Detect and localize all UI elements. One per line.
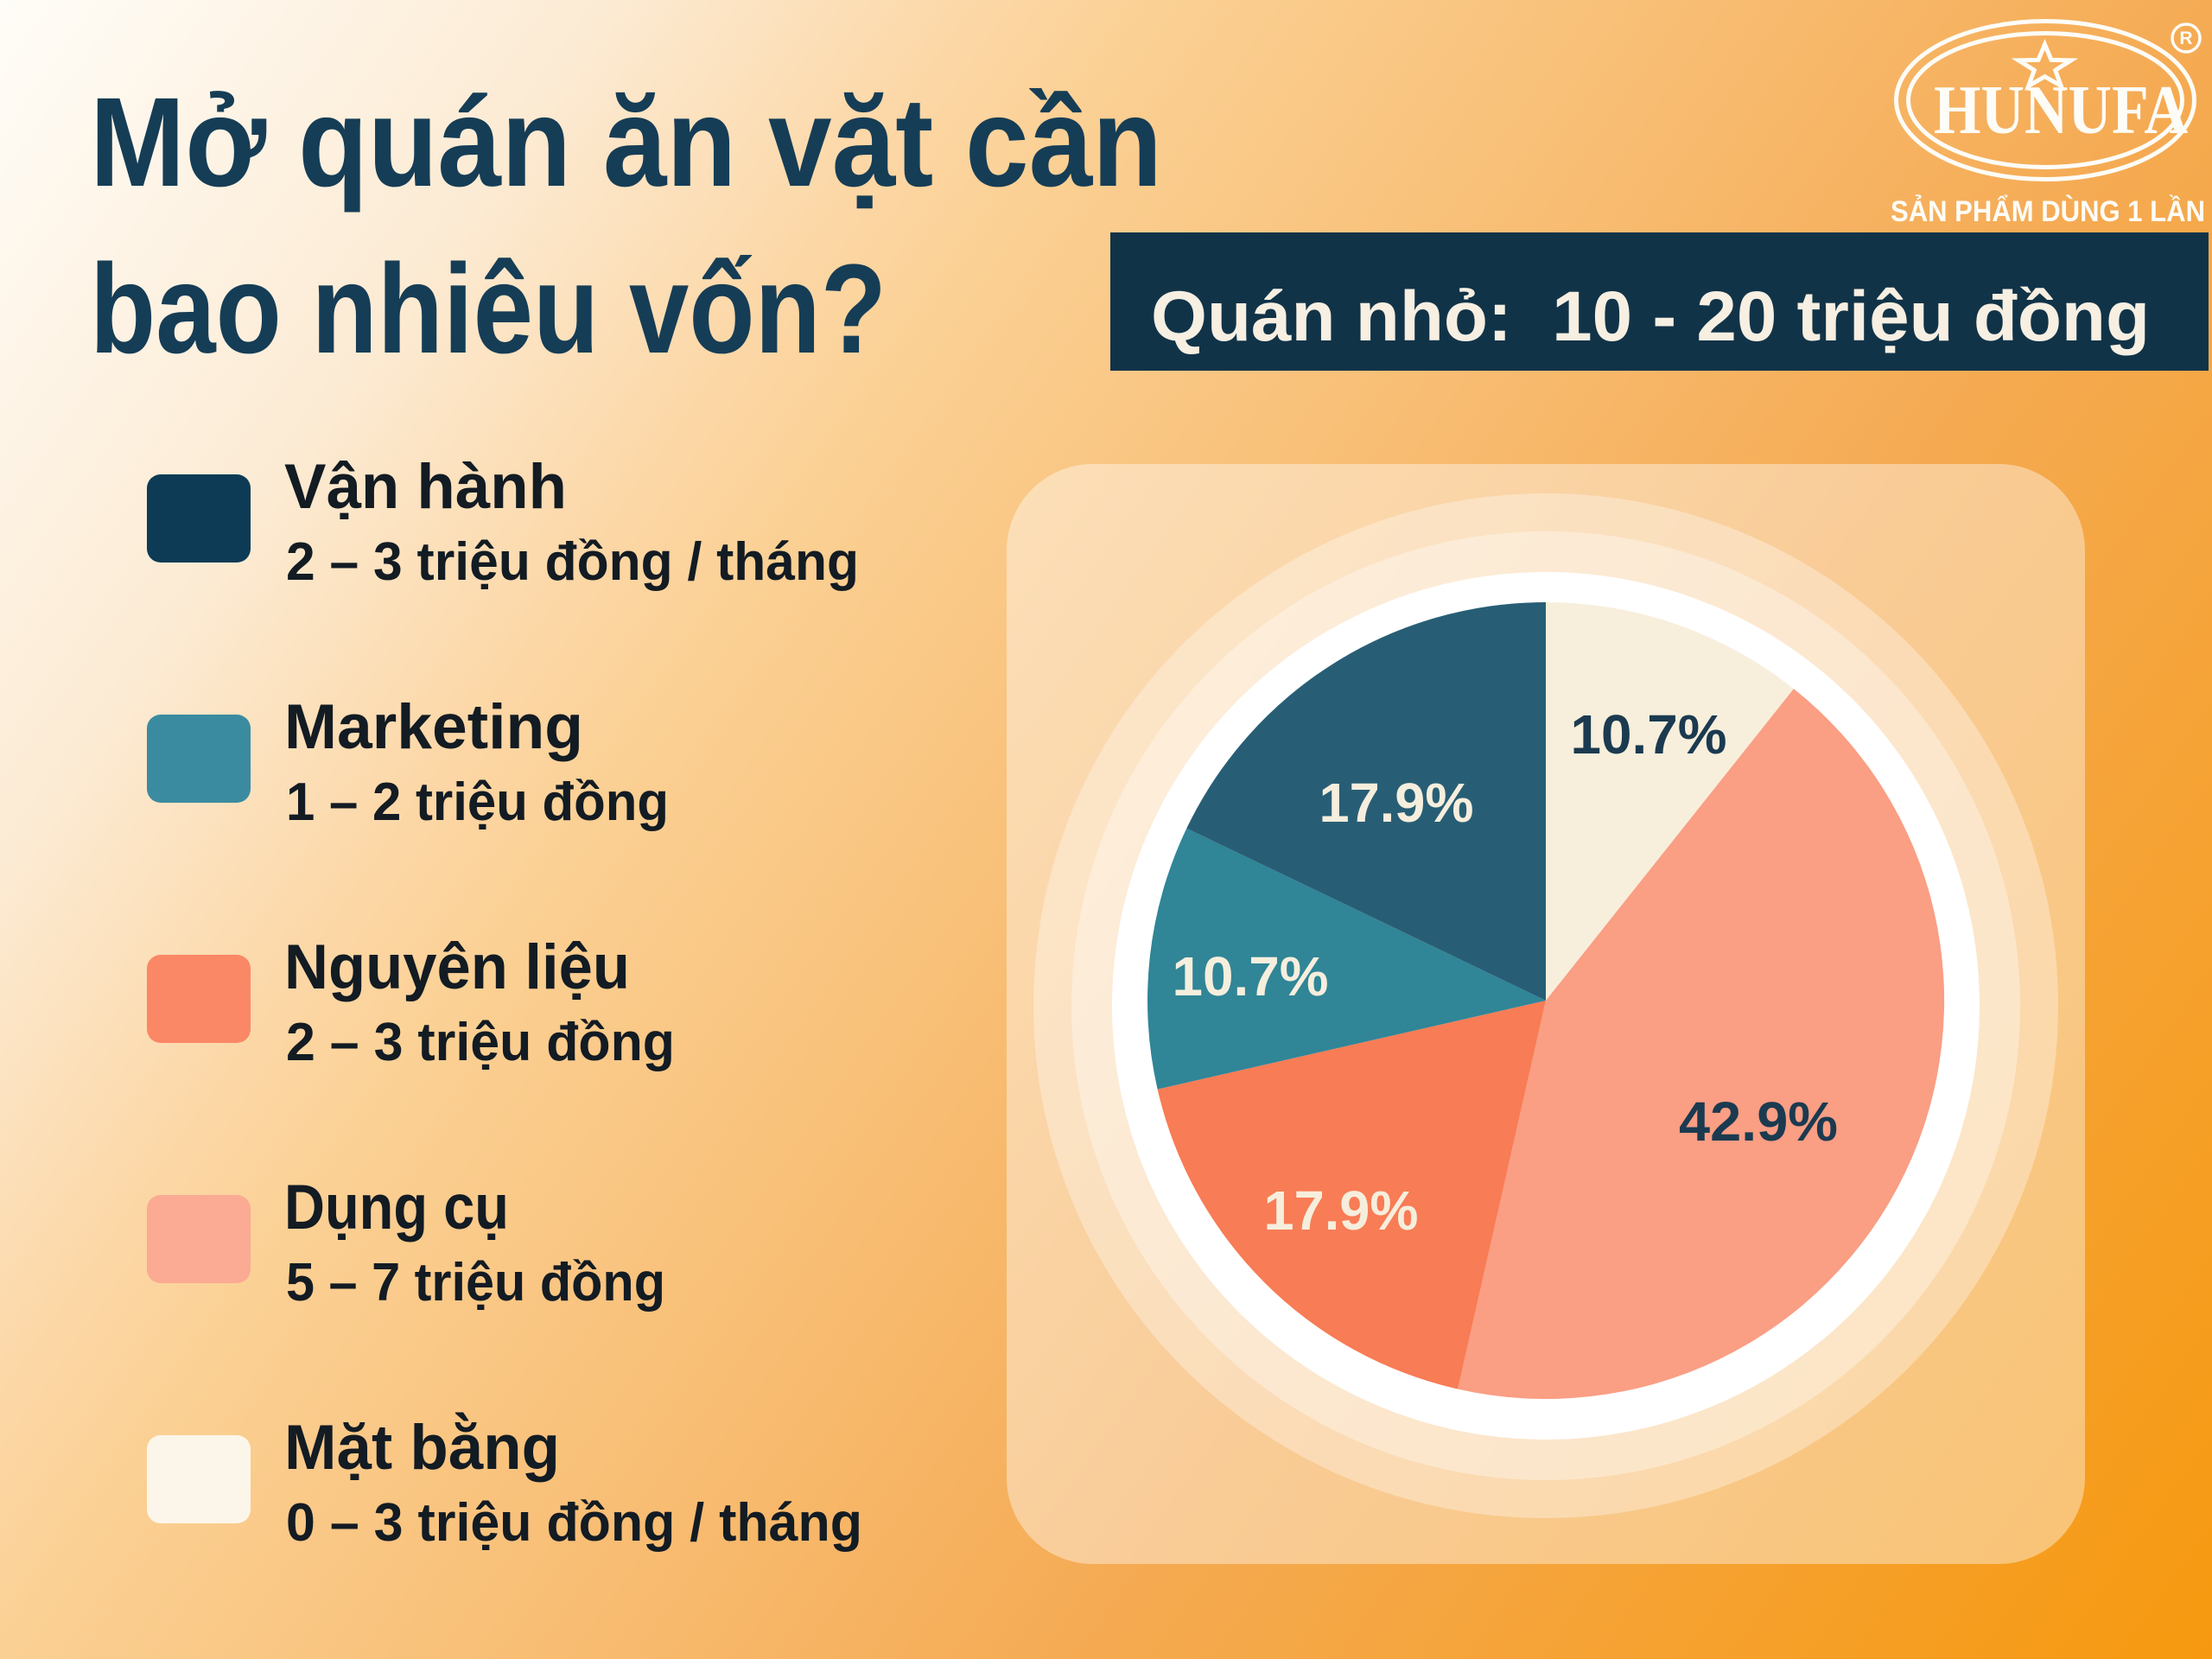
svg-text:Nguyên liệu: Nguyên liệu — [284, 932, 630, 1002]
svg-text:2 – 3 triệu đồng / tháng: 2 – 3 triệu đồng / tháng — [286, 532, 859, 592]
svg-text:Marketing: Marketing — [284, 692, 583, 762]
svg-text:Quán nhỏ: 10 - 20 triệu đồng: Quán nhỏ: 10 - 20 triệu đồng — [1151, 277, 2150, 356]
svg-text:Vận hành: Vận hành — [284, 452, 567, 522]
svg-text:2 – 3 triệu đồng: 2 – 3 triệu đồng — [286, 1013, 675, 1072]
svg-text:HUNUFA: HUNUFA — [1934, 73, 2188, 149]
svg-text:42.9%: 42.9% — [1679, 1090, 1838, 1153]
svg-text:1 – 2 triệu đồng: 1 – 2 triệu đồng — [286, 772, 669, 832]
svg-text:Mở quán ăn vặt cần: Mở quán ăn vặt cần — [90, 72, 1162, 213]
svg-text:5 – 7 triệu đồng: 5 – 7 triệu đồng — [286, 1253, 665, 1313]
svg-text:17.9%: 17.9% — [1319, 772, 1474, 834]
svg-text:17.9%: 17.9% — [1264, 1179, 1419, 1242]
svg-text:SẢN PHẨM DÙNG 1 LẦN: SẢN PHẨM DÙNG 1 LẦN — [1891, 195, 2205, 228]
svg-text:0 – 3 triệu đồng / tháng: 0 – 3 triệu đồng / tháng — [286, 1493, 862, 1553]
svg-text:Mặt bằng: Mặt bằng — [284, 1413, 560, 1483]
svg-text:bao nhiêu vốn?: bao nhiêu vốn? — [90, 238, 887, 380]
svg-text:10.7%: 10.7% — [1173, 945, 1329, 1007]
svg-text:Dụng cụ: Dụng cụ — [284, 1173, 509, 1243]
svg-text:R: R — [2179, 29, 2192, 48]
svg-text:10.7%: 10.7% — [1571, 703, 1727, 766]
